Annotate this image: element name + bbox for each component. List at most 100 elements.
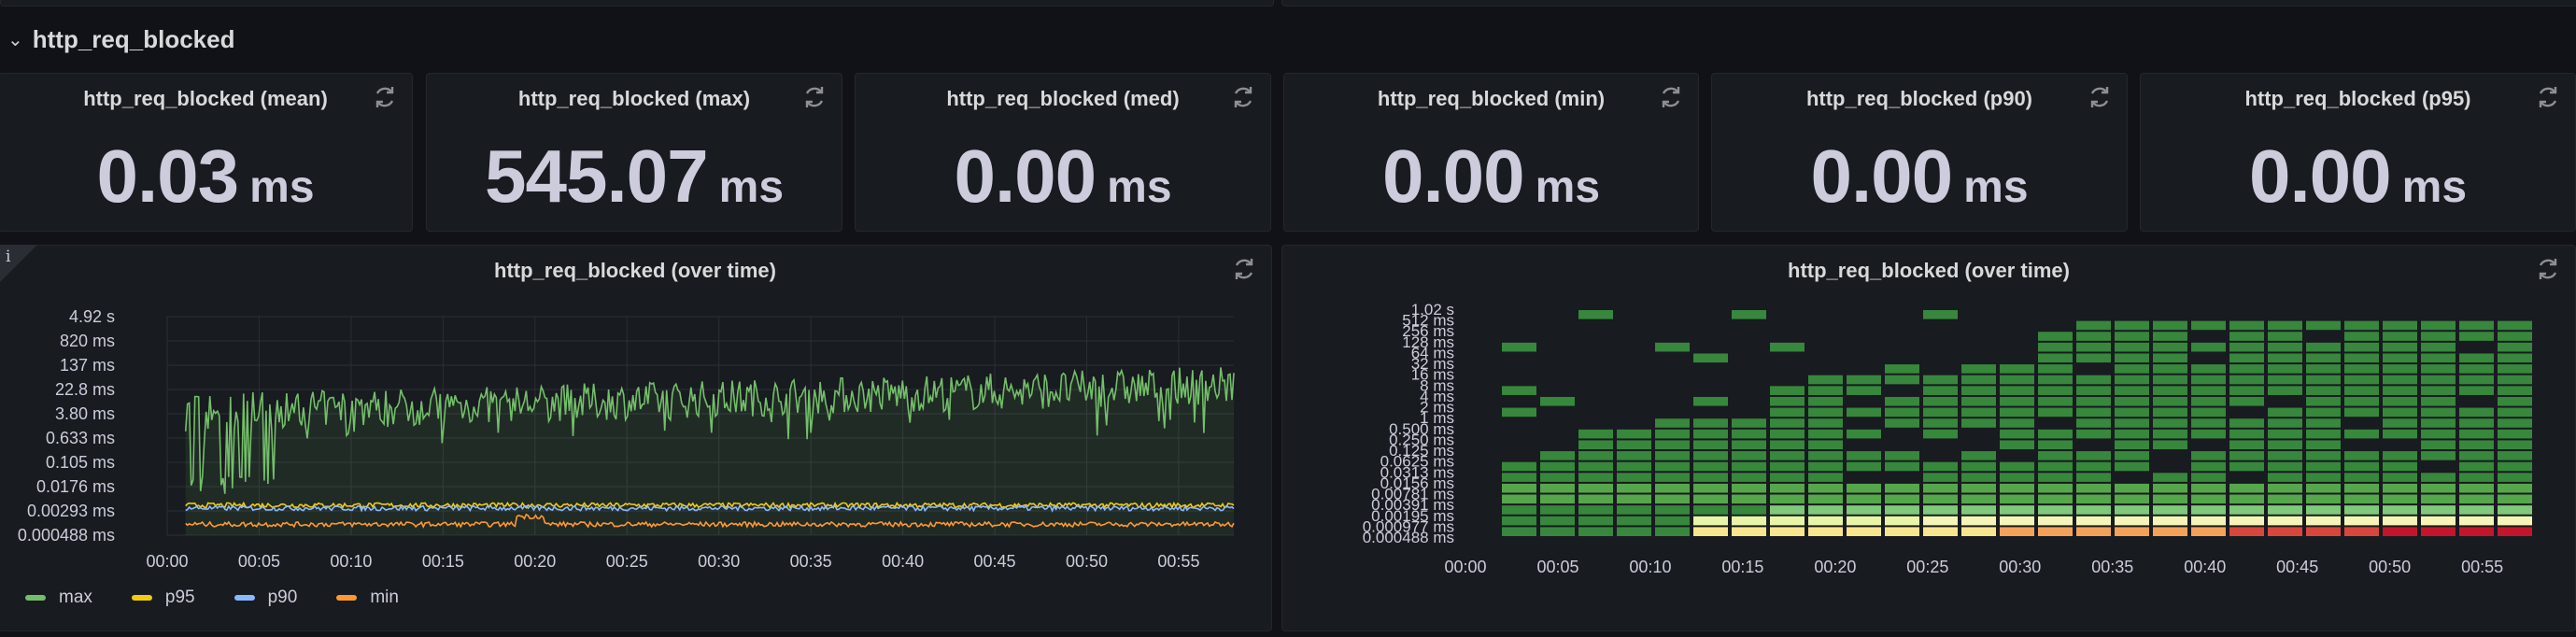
heatmap-cell	[1808, 375, 1843, 385]
heatmap-cell	[1655, 505, 1690, 515]
heatmap-cell	[2153, 429, 2187, 439]
y-tick-label: 0.105 ms	[46, 453, 115, 472]
y-bucket-label: 0.0313 ms	[1380, 463, 1454, 481]
stat-panel[interactable]: http_req_blocked (med) 0.00 ms	[855, 73, 1271, 232]
y-tick-label: 22.8 ms	[55, 380, 115, 399]
heatmap-cell	[2306, 429, 2341, 439]
timeseries-chart[interactable]: 4.92 s 820 ms 137 ms 22.8 ms 3.80 ms 0.633 ms…	[0, 307, 1273, 616]
y-bucket-label: 128 ms	[1402, 333, 1454, 351]
stat-unit: ms	[2401, 163, 2468, 212]
y-tick-label: 3.80 ms	[55, 404, 115, 423]
heatmap-cell	[1732, 483, 1766, 493]
y-bucket-label: 0.0156 ms	[1380, 474, 1454, 492]
heatmap-cell	[1770, 429, 1805, 439]
heatmap-cell	[2000, 516, 2034, 526]
refresh-icon[interactable]	[2534, 83, 2562, 111]
x-tick-label: 00:05	[238, 552, 280, 571]
heatmap-cell	[1770, 342, 1805, 352]
legend-label: p95	[164, 587, 195, 607]
heatmap-cell	[2383, 429, 2417, 439]
refresh-icon[interactable]	[1230, 255, 1258, 283]
timeseries-panel[interactable]: i http_req_blocked (over time) 4.92 s 820…	[0, 245, 1272, 631]
heatmap-cell	[2459, 364, 2494, 374]
heatmap-cell	[2459, 451, 2494, 460]
heatmap-panel[interactable]: http_req_blocked (over time) 1.02 s 512 m…	[1281, 245, 2576, 631]
heatmap-cell	[2421, 375, 2456, 385]
heatmap-cell	[2229, 375, 2264, 385]
heatmap-cell	[2076, 527, 2111, 536]
heatmap-cell	[1885, 461, 1919, 472]
refresh-icon[interactable]	[1229, 83, 1257, 111]
heatmap-cell	[1770, 473, 1805, 482]
refresh-icon[interactable]	[800, 83, 828, 111]
heatmap-cell	[1540, 396, 1575, 406]
heatmap-cell	[1923, 461, 1958, 472]
heatmap-cell	[2306, 494, 2341, 504]
heatmap-cell	[2191, 429, 2226, 439]
heatmap-cell	[2191, 375, 2226, 385]
heatmap-cell	[2191, 396, 2226, 406]
heatmap-cell	[2459, 494, 2494, 504]
stat-panel[interactable]: http_req_blocked (p95) 0.00 ms	[2140, 73, 2576, 232]
stat-number: 545.07	[484, 134, 709, 218]
heatmap-cell	[2383, 342, 2417, 352]
legend-item-max[interactable]: max	[25, 587, 92, 608]
heatmap-cell	[2421, 494, 2456, 504]
heatmap-cell	[2115, 407, 2149, 418]
refresh-icon[interactable]	[371, 83, 399, 111]
stat-panel[interactable]: http_req_blocked (min) 0.00 ms	[1283, 73, 1699, 232]
refresh-icon[interactable]	[2086, 83, 2114, 111]
heatmap-cell	[2421, 418, 2456, 428]
heatmap-cell	[1885, 527, 1919, 536]
stat-panel[interactable]: http_req_blocked (p90) 0.00 ms	[1711, 73, 2128, 232]
heatmap-cell	[1732, 473, 1766, 482]
heatmap-cell	[2038, 505, 2073, 515]
legend-item-p90[interactable]: p90	[234, 587, 297, 608]
heatmap-cell	[2115, 483, 2149, 493]
legend-item-p95[interactable]: p95	[131, 587, 195, 608]
heatmap-cell	[2076, 407, 2111, 418]
heatmap-cell	[2076, 342, 2111, 352]
stat-panel[interactable]: http_req_blocked (max) 545.07 ms	[426, 73, 842, 232]
x-tick-label: 00:20	[514, 552, 556, 571]
heatmap-cell	[1693, 429, 1728, 439]
heatmap-cell	[1961, 473, 1996, 482]
heatmap-cell	[2153, 418, 2187, 428]
heatmap-cell	[2000, 440, 2034, 450]
info-corner[interactable]	[0, 245, 37, 284]
heatmap-cell	[2153, 407, 2187, 418]
heatmap-cell	[2229, 342, 2264, 352]
x-tick-label: 00:10	[1629, 558, 1671, 576]
refresh-icon[interactable]	[1657, 83, 1685, 111]
heatmap-cell	[1578, 527, 1613, 536]
heatmap-cell	[2498, 505, 2532, 515]
heatmap-cell	[2153, 386, 2187, 395]
refresh-icon[interactable]	[2534, 255, 2562, 283]
x-tick-label: 00:25	[1906, 558, 1948, 576]
legend-item-min[interactable]: min	[336, 587, 399, 608]
y-tick-label: 820 ms	[60, 332, 115, 350]
stat-title: http_req_blocked (p95)	[2244, 87, 2471, 110]
heatmap-cell	[1885, 494, 1919, 504]
y-bucket-label: 0.500 ms	[1389, 420, 1454, 438]
heatmap-cell	[1502, 473, 1536, 482]
heatmap-cell	[2038, 483, 2073, 493]
stat-unit: ms	[249, 163, 315, 212]
heatmap-cell	[1540, 483, 1575, 493]
heatmap-cell	[1655, 473, 1690, 482]
info-icon[interactable]: i	[6, 248, 11, 266]
heatmap-cell	[2421, 386, 2456, 395]
x-tick-label: 00:30	[1999, 558, 2041, 576]
row-title: http_req_blocked	[32, 24, 235, 53]
heatmap-cell	[1847, 527, 1881, 536]
heatmap-cell	[1693, 483, 1728, 493]
heatmap-cell	[2115, 461, 2149, 472]
heatmap-cell	[1617, 440, 1651, 450]
x-tick-label: 00:25	[606, 552, 648, 571]
heatmap-cell	[2000, 527, 2034, 536]
heatmap-cell	[2459, 407, 2494, 418]
stat-panel[interactable]: http_req_blocked (mean) 0.03 ms	[0, 73, 413, 232]
y-bucket-label: 0.125 ms	[1389, 442, 1454, 460]
row-header[interactable]: ⌄ http_req_blocked	[7, 21, 234, 58]
